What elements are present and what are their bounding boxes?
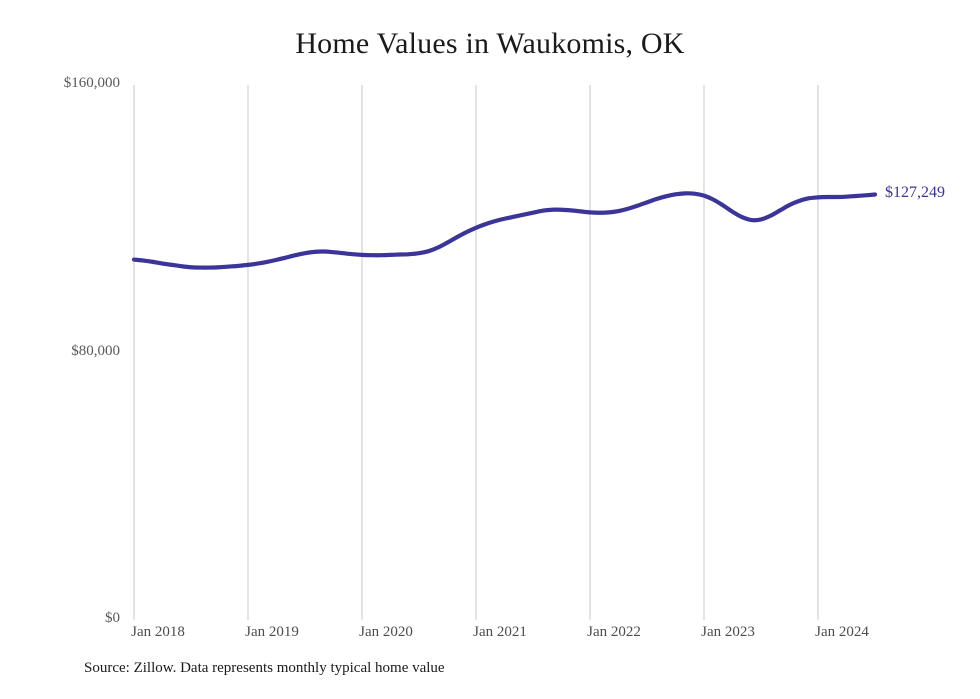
y-axis-tick-label: $80,000: [71, 342, 120, 359]
source-note: Source: Zillow. Data represents monthly …: [84, 660, 445, 676]
chart-title: Home Values in Waukomis, OK: [295, 27, 685, 60]
end-value-label: $127,249: [885, 183, 945, 201]
x-axis-tick-label: Jan 2023: [701, 624, 755, 640]
x-axis-tick-label: Jan 2020: [359, 624, 413, 640]
x-axis-tick-label: Jan 2019: [245, 624, 299, 640]
y-axis-tick-label: $160,000: [63, 75, 120, 91]
x-axis-tick-label: Jan 2021: [473, 624, 527, 640]
gridline-group: [133, 85, 819, 620]
x-axis-tick-label: Jan 2018: [131, 624, 185, 640]
x-axis-tick-label: Jan 2024: [815, 624, 869, 640]
x-axis-tick-label: Jan 2022: [587, 624, 641, 640]
home-value-line: [131, 191, 878, 270]
y-axis-tick-label: $0: [105, 610, 120, 626]
